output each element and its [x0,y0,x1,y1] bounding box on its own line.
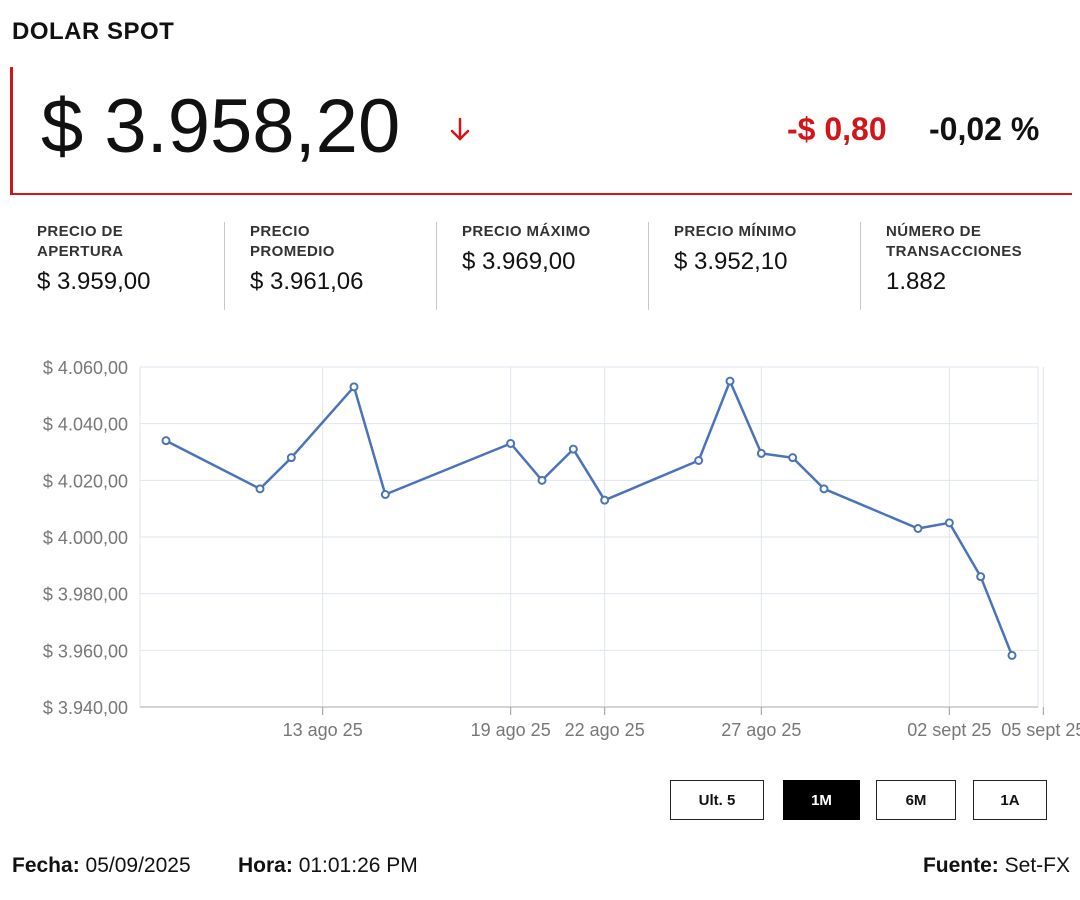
data-point [600,495,610,505]
time-label: Hora: [238,854,293,877]
price-change-absolute: -$ 0,80 [787,111,887,147]
price-line-chart: $ 3.940,00 $ 3.960,00 $ 3.980,00 $ 4.000,00… [43,358,1080,740]
data-point [944,518,954,528]
range-button-1a[interactable]: 1A [973,780,1047,820]
source-value: Set-FX [1004,854,1070,877]
stat-label: NÚMERO DE TRANSACCIONES [886,223,1023,260]
range-button-1m[interactable]: 1M [783,780,860,820]
y-tick-label: $ 4.060,00 [43,358,128,378]
arrow-down-icon [450,117,470,141]
x-tick-label: 27 ago 25 [721,720,801,740]
data-point [286,453,296,463]
stat-min-price: PRECIO MÍNIMO $ 3.952,10 [648,222,860,310]
data-point [255,484,265,494]
x-tick-label: 05 sept 25 [1001,720,1080,740]
stat-label: PRECIO MÁXIMO [462,223,591,240]
data-point [819,484,829,494]
stat-label: PRECIO DE APERTURA [37,223,124,260]
stat-average-price: PRECIO PROMEDIO $ 3.961,06 [224,222,436,310]
stat-value: 1.882 [886,268,947,295]
data-point [380,490,390,499]
range-selector: Ult. 5 1M 6M 1A [670,780,1050,822]
range-button-last5[interactable]: Ult. 5 [670,780,764,820]
price-panel: $ 3.958,20 -$ 0,80 -0,02 % [10,67,1072,195]
data-point [788,453,798,463]
data-point [537,475,547,485]
data-point [349,382,359,392]
series-line [165,379,1014,656]
x-tick-label: 13 ago 25 [283,720,363,740]
data-point [976,572,986,582]
footer-date: Fecha: 05/09/2025 [12,854,191,878]
stat-value: $ 3.961,06 [250,268,364,295]
data-point [913,524,923,533]
stat-transactions: NÚMERO DE TRANSACCIONES 1.882 [860,222,1072,310]
price-change-percent: -0,02 % [929,111,1040,147]
data-point [1007,650,1017,660]
y-tick-label: $ 3.980,00 [43,585,128,605]
price-stats: PRECIO DE APERTURA $ 3.959,00 PRECIO PROME… [12,222,1072,310]
data-point [161,436,171,446]
data-point [568,444,578,454]
data-point [756,448,766,458]
y-tick-label: $ 3.940,00 [43,698,128,718]
x-tick-label: 02 sept 25 [907,720,991,740]
current-price: $ 3.958,20 [41,84,401,169]
page-title: DOLAR SPOT [12,18,175,45]
stat-max-price: PRECIO MÁXIMO $ 3.969,00 [436,222,648,310]
stat-label: PRECIO PROMEDIO [250,223,335,260]
date-value: 05/09/2025 [85,854,191,877]
data-point [725,376,735,386]
range-button-6m[interactable]: 6M [876,780,956,820]
data-point [506,439,516,448]
stat-opening-price: PRECIO DE APERTURA $ 3.959,00 [12,222,224,310]
x-tick-label: 22 ago 25 [565,720,645,740]
data-point [694,456,704,465]
stat-value: $ 3.952,10 [674,248,788,275]
stat-label: PRECIO MÍNIMO [674,223,797,240]
footer-time: Hora: 01:01:26 PM [238,854,418,878]
y-tick-label: $ 4.020,00 [43,471,128,491]
time-value: 01:01:26 PM [298,854,418,877]
date-label: Fecha: [12,854,80,877]
stat-value: $ 3.969,00 [462,248,576,275]
x-tick-label: 19 ago 25 [471,720,551,740]
y-tick-label: $ 4.040,00 [43,415,128,435]
y-tick-label: $ 3.960,00 [43,641,128,661]
stat-value: $ 3.959,00 [37,268,151,295]
source-label: Fuente: [922,854,999,877]
footer-source: Fuente: Set-FX [923,854,1070,878]
y-tick-label: $ 4.000,00 [43,528,128,548]
